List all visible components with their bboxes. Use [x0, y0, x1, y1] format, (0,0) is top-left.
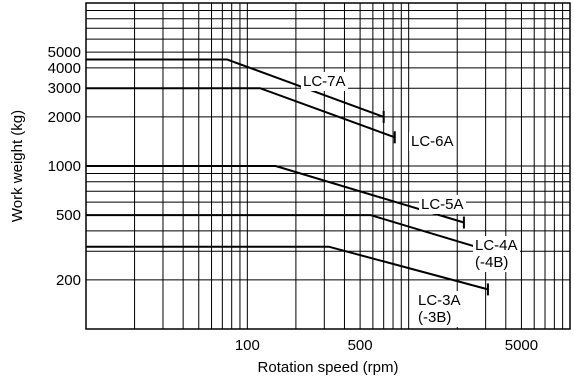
labels-layer: LC-7A LC-6A LC-5A LC-4A (-4B) LC-3A (-3B) [301, 72, 520, 327]
y-tick-label: 1000 [48, 158, 81, 175]
y-tick-label: 3000 [48, 80, 81, 97]
series-label-background [416, 291, 463, 327]
series-label-4: LC-4A (-4B) [475, 237, 518, 271]
series-label-1: LC-7A [303, 73, 346, 90]
series-label-background [409, 132, 456, 151]
series-line-2 [86, 87, 396, 139]
y-tick-label: 500 [56, 207, 81, 224]
series-layer [86, 58, 489, 296]
series-label-5: LC-3A (-3B) [418, 292, 461, 326]
series-label-background [473, 236, 520, 272]
x-tick-label: 100 [235, 337, 260, 354]
x-axis-label: Rotation speed (rpm) [258, 359, 399, 376]
series-line-5 [86, 245, 489, 291]
series-label-background [419, 195, 466, 214]
y-tick-label: 5000 [48, 44, 81, 61]
series-line-1 [86, 58, 385, 118]
grid [86, 3, 570, 329]
x-tick-label: 500 [348, 337, 373, 354]
series-label-3: LC-5A [421, 196, 464, 213]
series-label-2: LC-6A [411, 133, 454, 150]
series-line-3 [86, 165, 465, 224]
y-axis-label: Work weight (kg) [9, 110, 26, 222]
plot-frame [85, 2, 571, 330]
y-tick-label: 200 [56, 272, 81, 289]
y-tick-label: 2000 [48, 109, 81, 126]
series-line-4 [86, 214, 476, 248]
y-tick-label: 4000 [48, 60, 81, 77]
series-label-background [301, 72, 348, 91]
x-tick-label: 5000 [505, 337, 538, 354]
